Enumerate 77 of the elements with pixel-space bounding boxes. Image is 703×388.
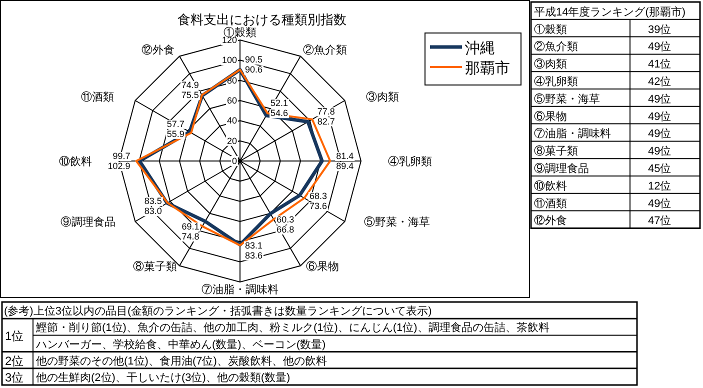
- data-label: 74.8: [182, 232, 200, 242]
- category-label: ⑨調理食品: [534, 162, 589, 175]
- category-label: ③肉類: [534, 58, 567, 71]
- category-label: ⑤野菜・海草: [534, 92, 600, 106]
- category-label: ⑥果物: [534, 110, 567, 123]
- text: 49位: [648, 198, 672, 210]
- text: 他の野菜のその他(1位)、食用油(7位)、炭酸飲料、他の飲料: [36, 355, 327, 368]
- text: 39位: [648, 24, 672, 36]
- category-label: ⑦油脂・調味料: [534, 127, 611, 140]
- category-label: ④乳卵類: [534, 75, 578, 88]
- text: 49位: [648, 146, 672, 158]
- data-label: 57.7: [166, 118, 184, 129]
- chart-title: 食料支出における種類別指数: [178, 12, 346, 27]
- y-tick-label: 100: [222, 55, 237, 66]
- data-label: 68.3: [309, 191, 327, 202]
- spoke-label: ⑩飲料: [59, 155, 92, 168]
- data-label: 90.6: [245, 64, 263, 75]
- data-label: 99.7: [112, 151, 130, 161]
- data-label: 55.9: [166, 128, 184, 139]
- data-label: 73.6: [309, 201, 327, 212]
- spoke-label: ⑫外食: [141, 43, 174, 56]
- spoke-label: ⑤野菜・海草: [364, 216, 430, 228]
- text: 12位: [648, 180, 672, 192]
- text: 45位: [648, 163, 672, 175]
- spoke-label: ⑨調理食品: [60, 216, 116, 228]
- category-label: ⑧菓子類: [534, 144, 578, 158]
- data-label: 74.9: [181, 80, 199, 90]
- y-tick-label: 120: [222, 35, 237, 45]
- text: 平成14年度ランキング(那覇市): [534, 5, 686, 18]
- data-label: 102.9: [108, 161, 130, 171]
- spoke-label: ④乳卵類: [388, 155, 432, 168]
- text: (参考)上位3位以内の品目(金額のランキング・括弧書きは数量ランキングについて表示): [4, 304, 432, 318]
- category-label: 3位: [5, 370, 24, 385]
- text: 49位: [648, 93, 672, 106]
- text: 47位: [648, 215, 672, 228]
- data-label: 60.3: [276, 214, 294, 225]
- y-tick-label: 0: [232, 156, 237, 166]
- spoke-label: ⑧菓子類: [133, 260, 177, 273]
- data-label: 77.8: [317, 106, 335, 116]
- data-label: 90.5: [245, 54, 263, 65]
- data-label: 83.6: [245, 250, 263, 260]
- spoke-label: ⑪酒類: [81, 90, 114, 104]
- text: 49位: [648, 128, 672, 140]
- data-label: 83.0: [144, 206, 162, 216]
- data-label: 75.5: [181, 90, 199, 100]
- spoke-label: ②魚介類: [303, 43, 347, 56]
- legend-label: 那覇市: [465, 60, 510, 77]
- legend-label: 沖縄: [465, 40, 495, 57]
- text: 49位: [648, 110, 672, 123]
- data-label: 81.4: [336, 151, 354, 161]
- text: ハンバーガー、学校給食、中華めん(数量)、ベーコン(数量): [36, 338, 326, 351]
- data-label: 69.1: [182, 222, 200, 232]
- text: 鰹節・削り節(1位)、魚介の缶詰、他の加工肉、粉ミルク(1位)、にんじん(1位)、調理食品の缶詰、茶飲料: [36, 322, 550, 334]
- data-label: 54.6: [270, 108, 288, 118]
- data-label: 83.1: [245, 240, 263, 250]
- category-label: ⑪酒類: [534, 196, 567, 210]
- spoke-label: ⑥果物: [306, 260, 339, 273]
- category-label: 2位: [5, 354, 24, 368]
- y-tick-label: 20: [226, 136, 237, 146]
- category-label: 1位: [5, 329, 24, 344]
- y-tick-label: 60: [226, 96, 237, 106]
- data-label: 89.4: [336, 161, 354, 171]
- data-label: 52.1: [270, 98, 288, 108]
- text: 42位: [648, 76, 672, 88]
- y-tick-label: 40: [226, 116, 237, 126]
- spoke-label: ⑦油脂・調味料: [202, 283, 278, 296]
- category-label: ①穀類: [534, 22, 567, 36]
- category-label: ⑫外食: [534, 214, 567, 228]
- category-label: ②魚介類: [534, 40, 578, 54]
- text: 他の生鮮肉(2位)、干しいたけ(3位)、他の穀類(数量): [36, 372, 290, 384]
- data-label: 82.7: [317, 116, 335, 126]
- data-label: 83.5: [144, 196, 162, 206]
- text: 41位: [648, 58, 672, 71]
- text: 49位: [648, 41, 672, 54]
- spoke-label: ③肉類: [366, 90, 399, 104]
- data-label: 66.8: [276, 224, 294, 235]
- category-label: ⑩飲料: [534, 179, 567, 192]
